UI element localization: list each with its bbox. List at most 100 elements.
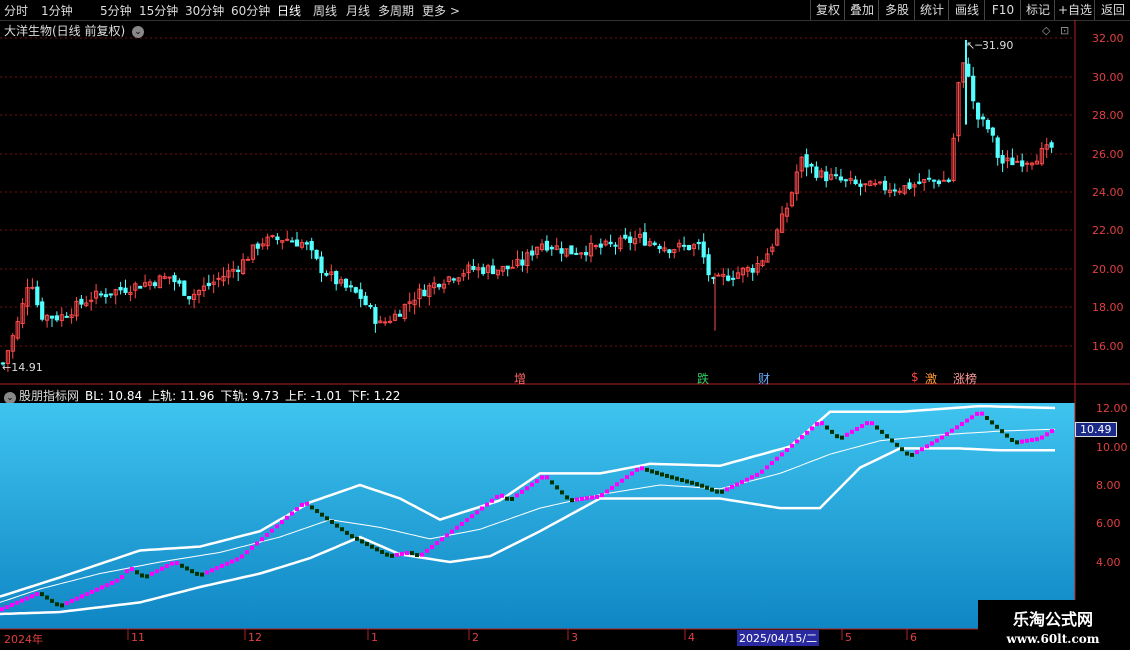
multi-stock-button[interactable]: 多股: [878, 0, 915, 20]
candle-body: [887, 189, 892, 193]
add-watchlist-button[interactable]: +自选: [1054, 0, 1095, 20]
candle-body: [353, 287, 358, 293]
event-marker-zhangbang[interactable]: 涨榜: [953, 372, 978, 386]
candle-body: [89, 299, 94, 302]
mark-button[interactable]: 标记: [1020, 0, 1055, 20]
period-more-menu[interactable]: 更多 >: [422, 4, 460, 18]
candle-body: [863, 183, 868, 186]
step-marker: [80, 594, 84, 599]
fuquan-button[interactable]: 复权: [810, 0, 845, 20]
xaxis-label-12: 12: [248, 631, 262, 644]
event-marker-cai[interactable]: 财: [758, 372, 771, 386]
diamond-icon[interactable]: ◇: [1042, 24, 1051, 37]
step-marker: [50, 598, 54, 603]
candle-body: [495, 269, 500, 276]
candle-body: [750, 268, 755, 273]
xaxis-label-1: 1: [371, 631, 378, 644]
candle-body: [696, 242, 701, 245]
period-tab-weekly[interactable]: 周线: [313, 4, 338, 18]
candle-body: [917, 181, 922, 184]
step-marker: [685, 479, 689, 484]
period-tab-daily[interactable]: 日线: [277, 4, 302, 18]
step-marker: [800, 435, 804, 440]
candle-body: [324, 272, 329, 276]
f10-button[interactable]: F10: [984, 0, 1021, 20]
period-tab-monthly[interactable]: 月线: [346, 4, 371, 18]
step-marker: [870, 421, 874, 426]
step-marker: [930, 441, 934, 446]
candle-body: [196, 289, 202, 296]
step-marker: [75, 596, 79, 601]
period-tab-fenshi[interactable]: 分时: [4, 4, 29, 18]
candle-body: [280, 240, 285, 243]
candle-body: [1049, 142, 1054, 148]
chevron-down-icon[interactable]: ⌄: [4, 392, 16, 404]
period-tab-15min[interactable]: 15分钟: [139, 4, 179, 18]
candle-body: [721, 273, 726, 277]
step-marker: [125, 569, 129, 574]
step-marker: [815, 422, 819, 427]
period-tab-5min[interactable]: 5分钟: [100, 4, 132, 18]
candle-body: [804, 154, 809, 168]
step-marker: [655, 470, 659, 475]
candle-body: [216, 277, 221, 280]
candle-body: [740, 267, 745, 276]
statistics-button[interactable]: 统计: [914, 0, 949, 20]
period-tab-multi[interactable]: 多周期: [378, 4, 415, 18]
step-marker: [975, 411, 979, 416]
candle-body: [971, 75, 976, 102]
candle-body: [976, 102, 981, 120]
period-tab-60min[interactable]: 60分钟: [231, 4, 271, 18]
candle-body: [637, 233, 643, 238]
back-button[interactable]: 返回: [1094, 0, 1130, 20]
step-marker: [695, 482, 699, 487]
candle-body: [407, 301, 412, 304]
step-marker: [950, 428, 954, 433]
candle-body: [167, 276, 172, 279]
draw-line-button[interactable]: 画线: [948, 0, 985, 20]
step-marker: [625, 475, 629, 480]
overlay-button[interactable]: 叠加: [844, 0, 879, 20]
step-marker: [745, 477, 749, 482]
event-marker-die[interactable]: 跌: [697, 372, 710, 386]
candle-body: [892, 189, 897, 192]
step-marker: [455, 525, 459, 530]
step-marker: [755, 472, 759, 477]
period-toolbar: 分时 1分钟 5分钟 15分钟 30分钟 60分钟 日线 周线 月线 多周期 更…: [0, 0, 1130, 21]
step-marker: [230, 559, 234, 564]
candle-body: [682, 244, 687, 247]
zoom-icon[interactable]: ⊡: [1060, 24, 1070, 37]
candle-body: [319, 256, 324, 274]
step-marker: [710, 487, 714, 492]
step-marker: [720, 489, 724, 494]
step-marker: [195, 571, 199, 576]
event-marker-ji[interactable]: 激: [925, 372, 938, 386]
period-tab-1min[interactable]: 1分钟: [41, 4, 73, 18]
step-marker: [380, 549, 384, 554]
candle-body: [686, 244, 692, 251]
indicator-name[interactable]: 股朋指标网: [19, 389, 80, 403]
event-marker-dollar[interactable]: $: [911, 370, 919, 384]
step-marker: [765, 465, 769, 470]
candle-body: [995, 137, 1000, 158]
step-marker: [35, 592, 39, 597]
step-marker: [485, 502, 489, 507]
candle-body: [221, 275, 226, 282]
candle-body: [59, 314, 64, 321]
candle-body: [726, 275, 731, 281]
candle-body: [569, 245, 574, 255]
step-marker: [155, 569, 159, 574]
candle-body: [236, 269, 241, 272]
step-marker: [985, 416, 989, 421]
step-marker: [495, 494, 499, 499]
upper-band-line: [0, 404, 1056, 598]
event-marker-zeng[interactable]: 增: [514, 372, 527, 386]
candle-body: [103, 294, 109, 298]
step-marker: [630, 471, 634, 476]
candle-body: [613, 244, 618, 247]
step-marker: [300, 502, 304, 507]
step-marker: [1040, 435, 1044, 440]
chevron-down-icon[interactable]: ⌄: [132, 25, 145, 38]
period-tab-30min[interactable]: 30分钟: [185, 4, 225, 18]
candle-body: [907, 182, 912, 189]
